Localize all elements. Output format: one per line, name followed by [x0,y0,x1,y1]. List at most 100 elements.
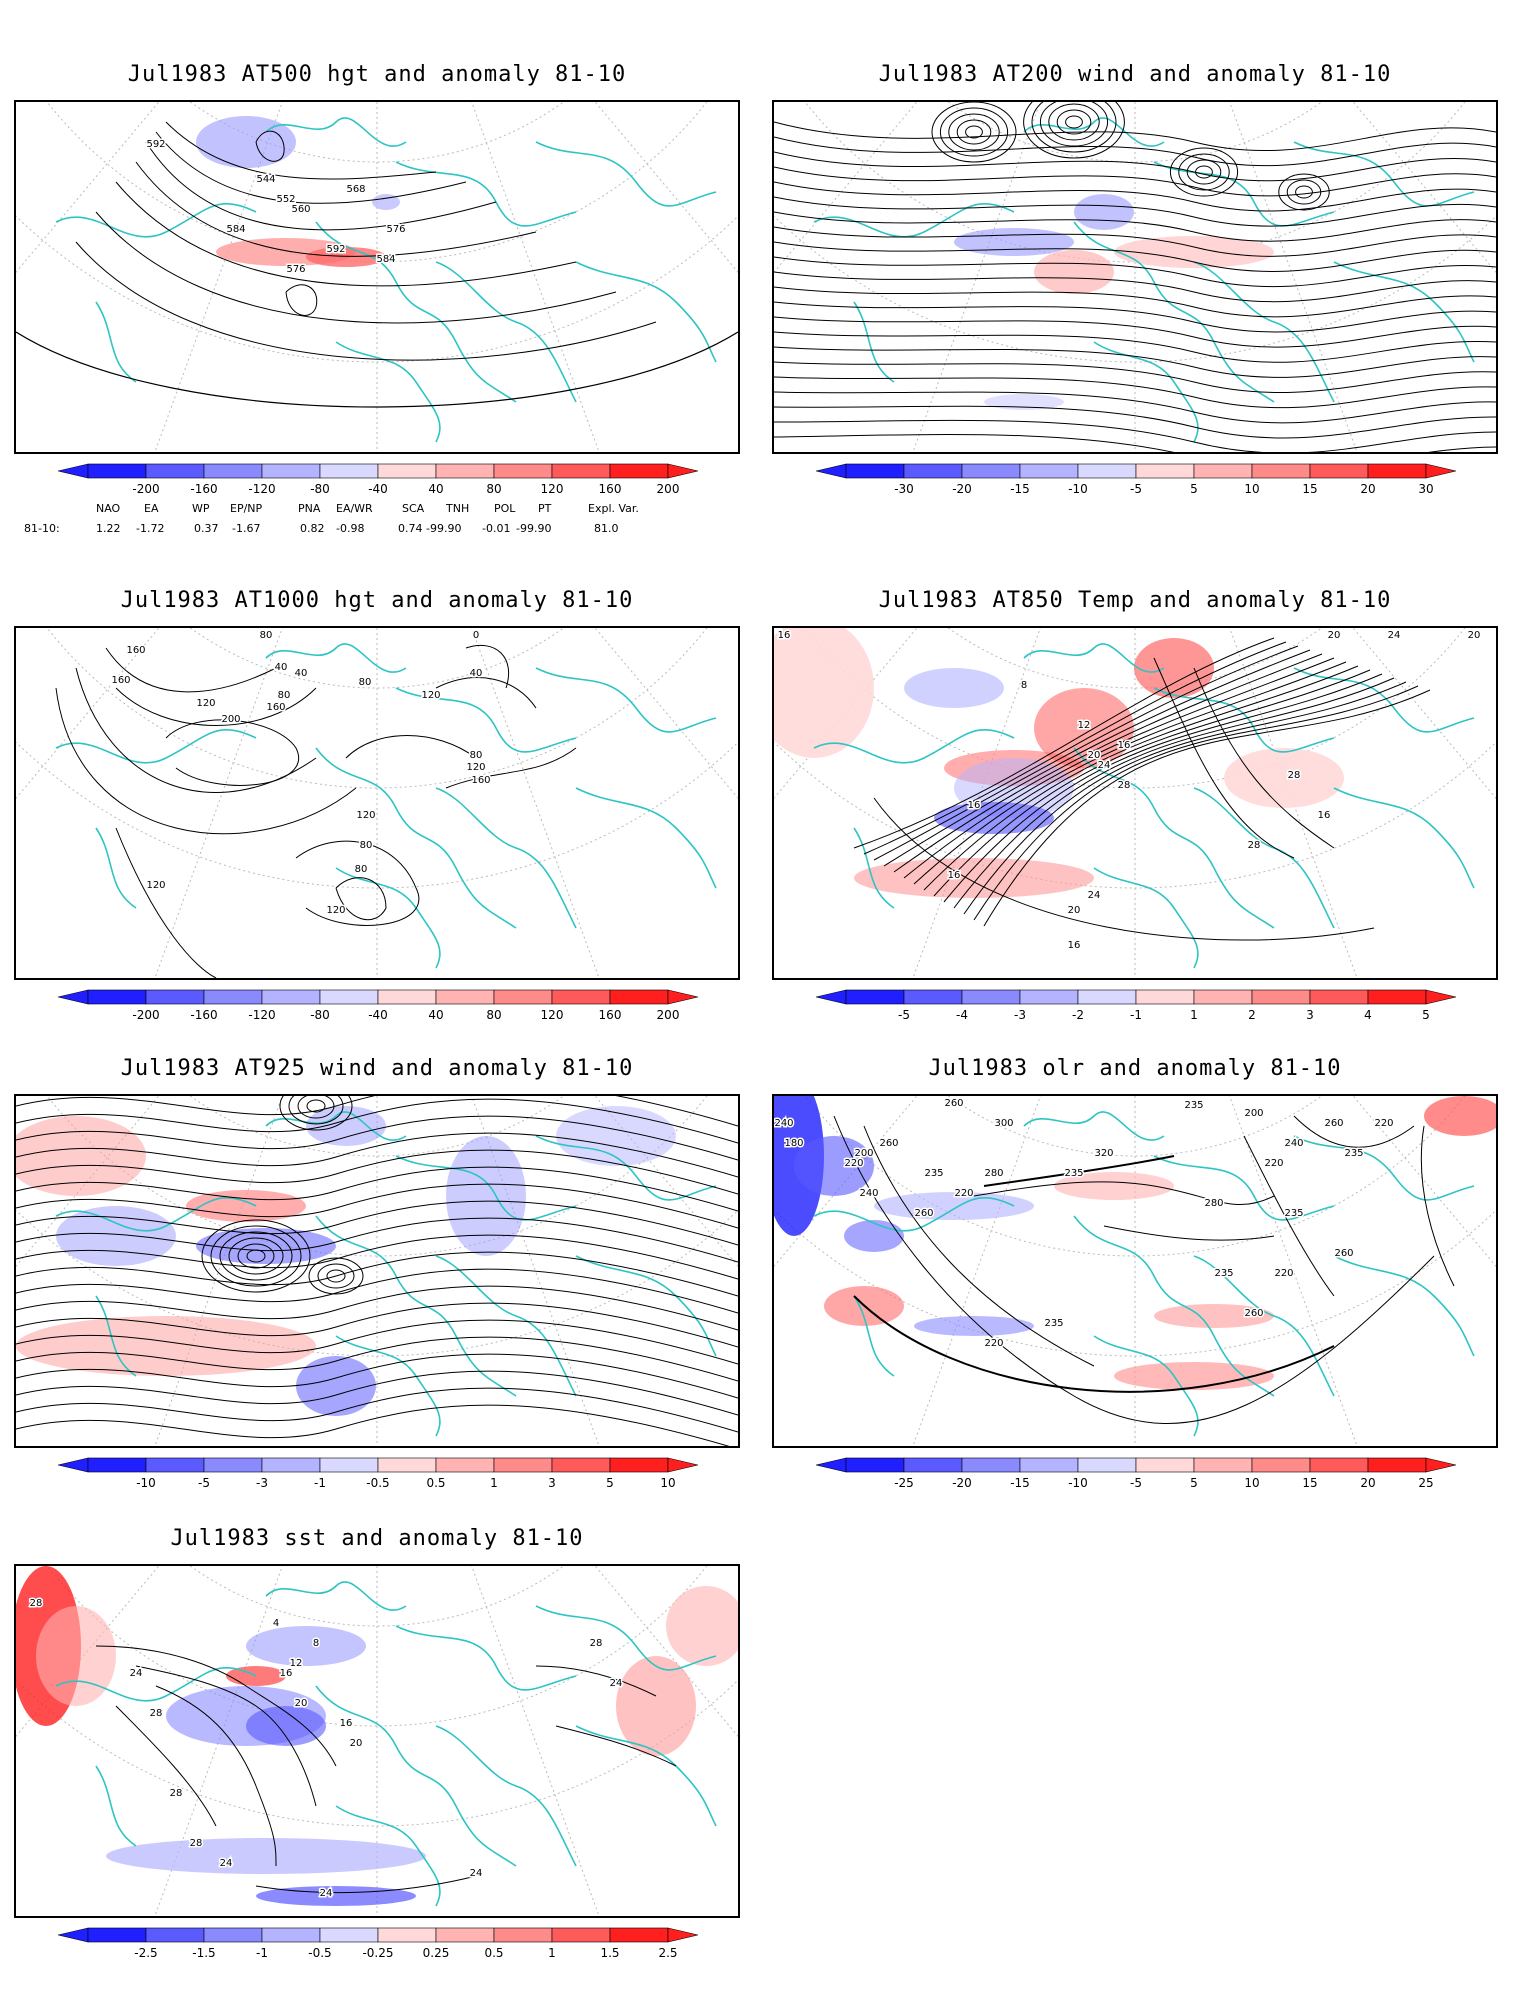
colorbar-arrow-right [667,463,699,479]
colorbar-arrow-left [57,463,89,479]
contour-label: 28 [590,1638,603,1649]
colorbar-tick-label: 0.25 [423,1946,450,1960]
colorbar-tick-label: -80 [310,1008,330,1022]
contour-label: 260 [879,1138,898,1149]
contour-label: 80 [355,864,368,875]
colorbar-tick-label: 5 [1190,482,1198,496]
colorbar-tick-label: 40 [428,482,443,496]
colorbar-segment [903,989,963,1005]
colorbar-segment [903,463,963,479]
colorbar-tick-label: -120 [248,1008,275,1022]
colorbar-arrow-left [57,989,89,1005]
colorbar-segment [1309,463,1369,479]
colorbar-segment [1309,989,1369,1005]
index-name: EA [144,502,159,515]
colorbar-segment [1193,463,1253,479]
colorbar-tick-label: -160 [190,1008,217,1022]
colorbar-tick-label: 3 [548,1476,556,1490]
contour-label: 12 [290,1658,303,1669]
colorbar-segment [203,463,263,479]
anomaly-shading [1074,194,1134,230]
colorbar-arrow-right [667,989,699,1005]
index-value: 1.22 [96,522,121,535]
colorbar-tick-label: -10 [1068,482,1088,496]
map-title: Jul1983 olr and anomaly 81-10 [928,1056,1342,1081]
contour-label: 260 [1334,1248,1353,1259]
map-title: Jul1983 sst and anomaly 81-10 [170,1526,584,1551]
contour-label: 16 [778,630,791,641]
colorbar-segment [261,1457,321,1473]
colorbar-arrow-left [815,463,847,479]
index-name: Expl. Var. [588,502,639,515]
colorbar-segment [1367,1457,1427,1473]
colorbar-tick-label: -80 [310,482,330,496]
index-value: -0.01 [482,522,511,535]
contour-label: 120 [356,810,375,821]
anomaly-shading [56,1206,176,1266]
colorbar-segment [377,1927,437,1943]
colorbar-tick-label: -40 [368,1008,388,1022]
anomaly-shading [794,1136,874,1196]
contour-label: 120 [326,905,345,916]
anomaly-shading [1114,236,1274,268]
colorbar-tick-label: -2.5 [134,1946,157,1960]
colorbar-tick-label: 15 [1302,482,1317,496]
colorbar-segment [551,1457,611,1473]
contour-label: 0 [473,630,479,641]
contour-label: 120 [196,698,215,709]
contour-label: 235 [924,1168,943,1179]
colorbar-segment [319,1457,379,1473]
colorbar: -10 -5 -3 -1 -0.5 0.5 1 3 5 10 [57,1456,699,1494]
contour-lines [853,1155,1335,1393]
anomaly-shading [372,194,400,210]
map-frame [772,100,1498,454]
colorbar-segment [1251,463,1311,479]
contour-label: 260 [914,1208,933,1219]
colorbar-tick-label: -10 [1068,1476,1088,1490]
colorbar-tick-label: -3 [256,1476,268,1490]
outer-contour [16,331,738,408]
anomaly-shading [934,802,1054,834]
colorbar-segment [203,989,263,1005]
colorbar-segment [435,463,495,479]
anomaly-shading [1424,1096,1496,1136]
contour-label: 320 [1094,1148,1113,1159]
colorbar-arrow-left [57,1457,89,1473]
coastlines [813,643,1475,969]
index-value: 0.74 [398,522,423,535]
map-frame [14,1094,740,1448]
contour-label: 220 [984,1338,1003,1349]
index-value: 0.37 [194,522,219,535]
colorbar-tick-label: -25 [894,1476,914,1490]
colorbar-segment [1193,989,1253,1005]
anomaly-shading [616,1656,696,1756]
contour-label: 24 [1098,760,1111,771]
contour-label: 160 [266,702,285,713]
colorbar-segment [261,989,321,1005]
contour-label: 80 [278,690,291,701]
colorbar-tick-label: 80 [486,482,501,496]
contour-label: 20 [1468,630,1481,641]
map-frame: 16 20 24 20 8 12 16 20 24 28 16 28 16 24 20 16 28 16 [772,626,1498,980]
colorbar-segment [319,1927,379,1943]
colorbar-segment [1077,1457,1137,1473]
contour-label: 300 [994,1118,1013,1129]
colorbar-segment [609,1927,669,1943]
index-value: 0.82 [300,522,325,535]
colorbar-segment [1367,463,1427,479]
colorbar-tick-label: -200 [132,1008,159,1022]
colorbar-segment [961,463,1021,479]
contour-label: 28 [1118,780,1131,791]
colorbar-segment [609,989,669,1005]
colorbar-segment [203,1457,263,1473]
colorbar-tick-label: 15 [1302,1476,1317,1490]
colorbar-segment [377,463,437,479]
colorbar-tick-label: 1 [1190,1008,1198,1022]
contour-label: 20 [1068,905,1081,916]
contour-label: 160 [111,675,130,686]
map-canvas: 2602402352002201802002202402602352202602… [774,1096,1496,1446]
contour-label: 220 [844,1158,863,1169]
contour-label: 16 [968,800,981,811]
colorbar-tick-label: 200 [657,1008,680,1022]
colorbar-segment [1077,463,1137,479]
